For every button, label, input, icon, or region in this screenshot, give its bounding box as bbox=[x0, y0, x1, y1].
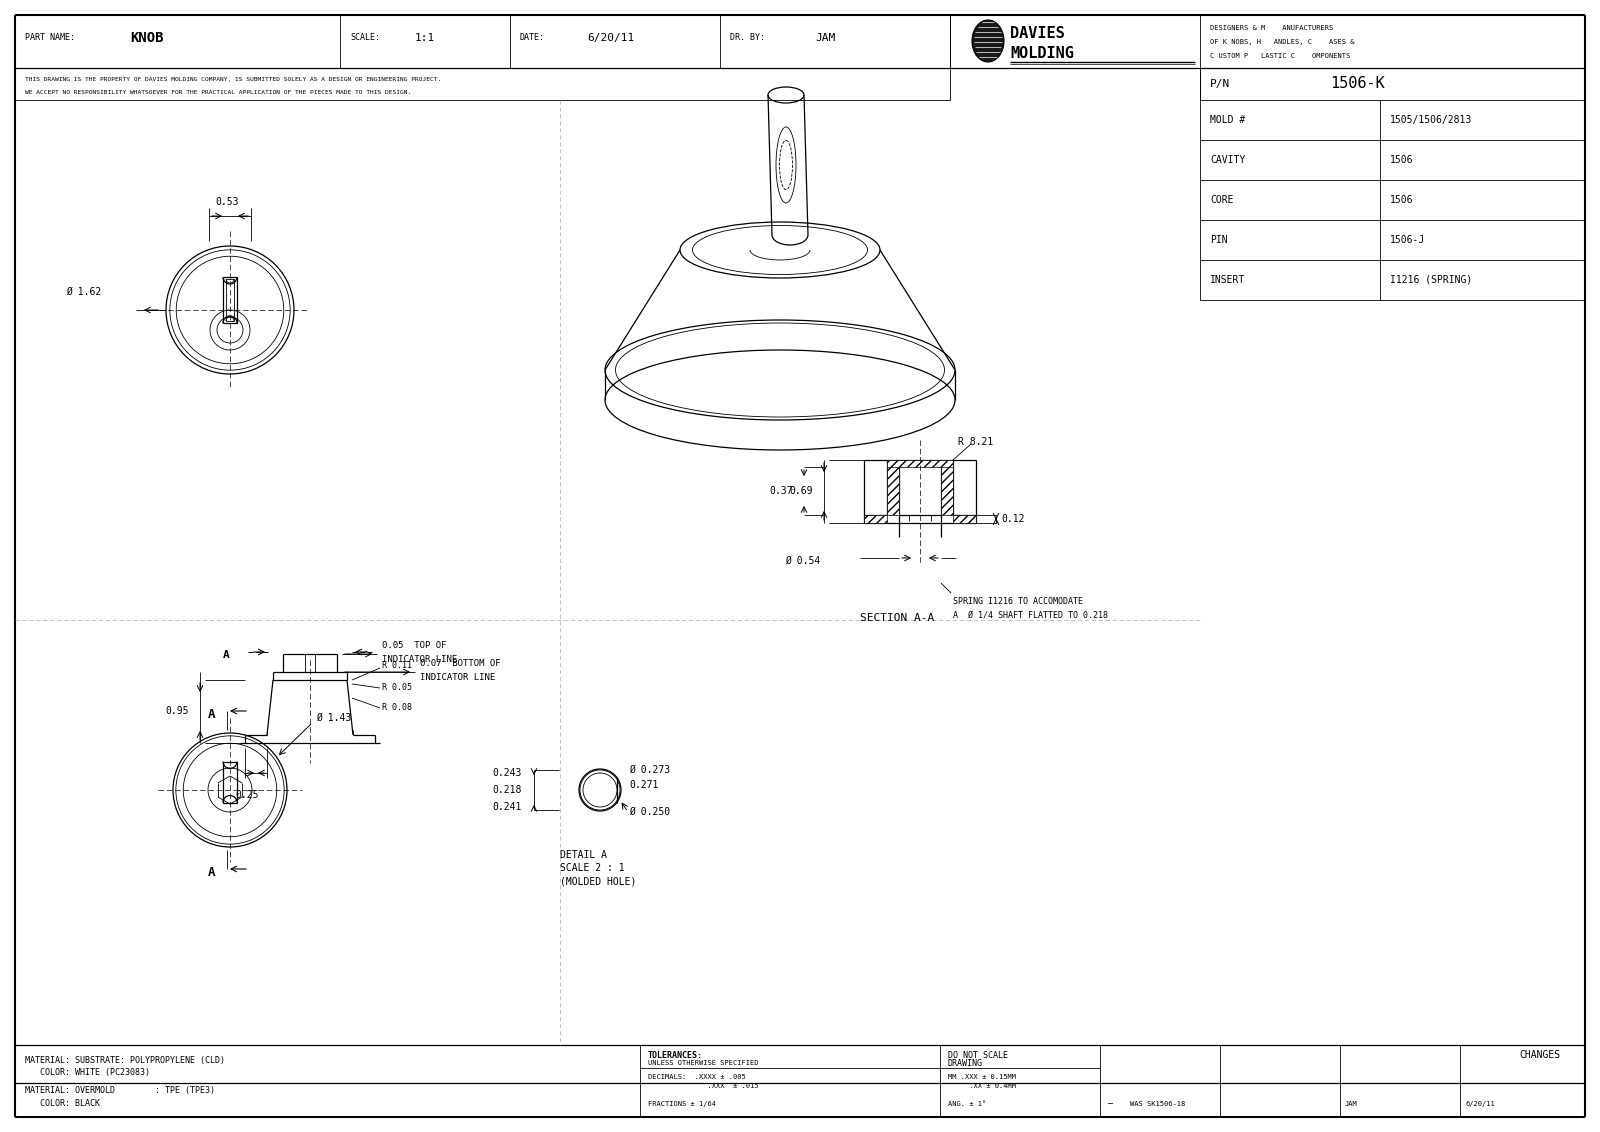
Text: UNLESS OTHERWISE SPECIFIED: UNLESS OTHERWISE SPECIFIED bbox=[648, 1060, 758, 1066]
Text: 6/20/11: 6/20/11 bbox=[1466, 1101, 1494, 1107]
Text: INDICATOR LINE: INDICATOR LINE bbox=[382, 655, 458, 664]
Text: 0.07  BOTTOM OF: 0.07 BOTTOM OF bbox=[419, 660, 501, 669]
Text: 0.218: 0.218 bbox=[493, 784, 522, 795]
Text: SCALE 2 : 1: SCALE 2 : 1 bbox=[560, 863, 624, 873]
Text: C USTOM P   LASTIC C    OMPONENTS: C USTOM P LASTIC C OMPONENTS bbox=[1210, 53, 1350, 59]
Text: TOLERANCES:: TOLERANCES: bbox=[648, 1050, 702, 1060]
Text: A: A bbox=[208, 708, 216, 720]
Text: DAVIES: DAVIES bbox=[1010, 26, 1064, 41]
Text: A  Ø 1/4 SHAFT FLATTED TO 0.218: A Ø 1/4 SHAFT FLATTED TO 0.218 bbox=[954, 610, 1107, 619]
Text: R 0.08: R 0.08 bbox=[382, 703, 413, 712]
Text: 0.53: 0.53 bbox=[214, 197, 238, 207]
Text: .XXX  ± .015: .XXX ± .015 bbox=[648, 1083, 758, 1089]
Text: SPRING I1216 TO ACCOMODATE: SPRING I1216 TO ACCOMODATE bbox=[954, 597, 1083, 606]
Text: 0.271: 0.271 bbox=[629, 780, 658, 790]
Text: CAVITY: CAVITY bbox=[1210, 155, 1245, 165]
Text: –: – bbox=[1107, 1099, 1114, 1108]
Text: MOLDING: MOLDING bbox=[1010, 45, 1074, 60]
Text: DECIMALS:  .XXXX ± .005: DECIMALS: .XXXX ± .005 bbox=[648, 1074, 746, 1080]
Text: WE ACCEPT NO RESPONSIBILITY WHATSOEVER FOR THE PRACTICAL APPLICATION OF THE PIEC: WE ACCEPT NO RESPONSIBILITY WHATSOEVER F… bbox=[26, 91, 411, 95]
Text: Ø 1.62: Ø 1.62 bbox=[66, 288, 101, 297]
Bar bbox=[954, 515, 976, 523]
Text: PART NAME:: PART NAME: bbox=[26, 34, 75, 43]
Text: 6/20/11: 6/20/11 bbox=[587, 33, 634, 43]
Text: DRAWING: DRAWING bbox=[947, 1058, 982, 1067]
Text: 1:1: 1:1 bbox=[414, 33, 435, 43]
Bar bbox=[886, 460, 899, 515]
Text: MM .XXX ± 0.15MM: MM .XXX ± 0.15MM bbox=[947, 1074, 1016, 1080]
Text: 1506-K: 1506-K bbox=[1330, 77, 1384, 92]
Text: 1506: 1506 bbox=[1390, 195, 1413, 205]
Text: R 8.21: R 8.21 bbox=[958, 437, 994, 447]
Text: CHANGES: CHANGES bbox=[1520, 1050, 1560, 1060]
Ellipse shape bbox=[973, 20, 1005, 62]
Text: DESIGNERS & M    ANUFACTURERS: DESIGNERS & M ANUFACTURERS bbox=[1210, 25, 1333, 31]
Text: Ø 0.250: Ø 0.250 bbox=[629, 807, 670, 817]
Text: 0.243: 0.243 bbox=[493, 767, 522, 778]
Text: A: A bbox=[208, 866, 216, 878]
Bar bbox=[886, 460, 954, 468]
Text: THIS DRAWING IS THE PROPERTY OF DAVIES MOLDING COMPANY, IS SUBMITTED SOLELY AS A: THIS DRAWING IS THE PROPERTY OF DAVIES M… bbox=[26, 77, 442, 83]
Text: .XX ± 0.4MM: .XX ± 0.4MM bbox=[947, 1083, 1016, 1089]
Text: DR. BY:: DR. BY: bbox=[730, 34, 765, 43]
Text: INDICATOR LINE: INDICATOR LINE bbox=[419, 674, 496, 683]
Text: COLOR: WHITE (PC23083): COLOR: WHITE (PC23083) bbox=[26, 1069, 150, 1078]
Text: A: A bbox=[222, 650, 230, 660]
Text: 0.12: 0.12 bbox=[1002, 514, 1024, 524]
Text: 0.37: 0.37 bbox=[770, 486, 792, 496]
Text: 0.69: 0.69 bbox=[789, 486, 813, 496]
Text: OF K NOBS, H   ANDLES, C    ASES &: OF K NOBS, H ANDLES, C ASES & bbox=[1210, 38, 1355, 45]
Bar bbox=[941, 460, 954, 515]
Text: 0.241: 0.241 bbox=[493, 801, 522, 812]
Text: ANG. ± 1°: ANG. ± 1° bbox=[947, 1101, 986, 1107]
Text: P/N: P/N bbox=[1210, 79, 1230, 89]
Bar bbox=[222, 277, 237, 323]
Text: 1506: 1506 bbox=[1390, 155, 1413, 165]
Text: Ø 0.273: Ø 0.273 bbox=[629, 765, 670, 775]
Text: INSERT: INSERT bbox=[1210, 275, 1245, 285]
Text: 0.05  TOP OF: 0.05 TOP OF bbox=[382, 642, 446, 651]
Text: SECTION A-A: SECTION A-A bbox=[861, 614, 934, 623]
Text: SCALE:: SCALE: bbox=[350, 34, 381, 43]
Text: KNOB: KNOB bbox=[130, 31, 163, 45]
Text: MOLD #: MOLD # bbox=[1210, 115, 1245, 125]
Text: MATERIAL: SUBSTRATE: POLYPROPYLENE (CLD): MATERIAL: SUBSTRATE: POLYPROPYLENE (CLD) bbox=[26, 1055, 226, 1064]
Text: JAM: JAM bbox=[1346, 1101, 1358, 1107]
Text: COLOR: BLACK: COLOR: BLACK bbox=[26, 1098, 99, 1107]
Text: FRACTIONS ± 1/64: FRACTIONS ± 1/64 bbox=[648, 1101, 717, 1107]
Text: (MOLDED HOLE): (MOLDED HOLE) bbox=[560, 876, 637, 886]
Text: DO NOT SCALE: DO NOT SCALE bbox=[947, 1050, 1008, 1060]
Text: 0.25: 0.25 bbox=[235, 790, 259, 800]
Text: MATERIAL: OVERMOLD        : TPE (TPE3): MATERIAL: OVERMOLD : TPE (TPE3) bbox=[26, 1086, 214, 1095]
Text: I1216 (SPRING): I1216 (SPRING) bbox=[1390, 275, 1472, 285]
Text: DETAIL A: DETAIL A bbox=[560, 850, 606, 860]
Bar bbox=[864, 515, 886, 523]
Text: 1506-J: 1506-J bbox=[1390, 235, 1426, 245]
Text: Ø 0.54: Ø 0.54 bbox=[786, 556, 821, 566]
Bar bbox=[226, 278, 234, 321]
Text: WAS SK1506-18: WAS SK1506-18 bbox=[1130, 1101, 1186, 1107]
Text: DATE:: DATE: bbox=[520, 34, 546, 43]
Bar bbox=[222, 762, 237, 803]
Text: 0.95: 0.95 bbox=[165, 706, 189, 717]
Text: Ø 1.43: Ø 1.43 bbox=[315, 712, 350, 722]
Text: R 0.05: R 0.05 bbox=[382, 684, 413, 693]
Text: JAM: JAM bbox=[814, 33, 835, 43]
Text: PIN: PIN bbox=[1210, 235, 1227, 245]
Text: CORE: CORE bbox=[1210, 195, 1234, 205]
Text: R 0.11: R 0.11 bbox=[382, 660, 413, 669]
Text: 1505/1506/2813: 1505/1506/2813 bbox=[1390, 115, 1472, 125]
